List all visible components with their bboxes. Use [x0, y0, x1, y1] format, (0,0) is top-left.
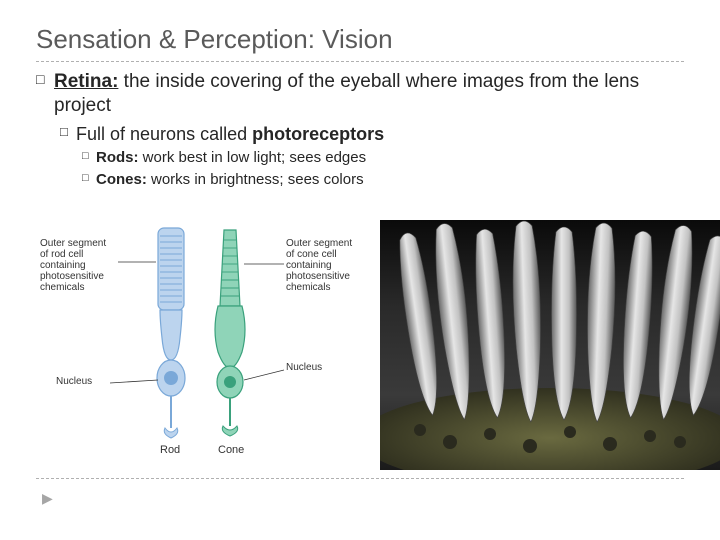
text-full-mid: of neurons called — [105, 124, 252, 144]
footer-marker-icon: ▶ — [42, 490, 53, 507]
text-rods: work best in low light; sees edges — [139, 149, 367, 166]
cone-cell-icon — [215, 230, 245, 436]
leader-lines — [110, 262, 284, 383]
term-rods: Rods: — [96, 149, 139, 166]
figure-row: Outer segmentof rod cellcontainingphotos… — [40, 220, 720, 500]
bottom-divider — [36, 478, 684, 479]
slide-title: Sensation & Perception: Vision — [36, 24, 684, 55]
title-divider — [36, 61, 684, 62]
term-photoreceptors: photoreceptors — [252, 124, 384, 144]
text-retina: the inside covering of the eyeball where… — [54, 71, 639, 116]
rod-cell-icon — [157, 228, 185, 438]
caption-rod: Rod — [160, 444, 180, 456]
text-cones: works in brightness; sees colors — [147, 171, 364, 188]
label-nucleus-left: Nucleus — [56, 376, 92, 387]
label-nucleus-right: Nucleus — [286, 362, 322, 373]
label-rod-outer: Outer segmentof rod cellcontainingphotos… — [40, 238, 118, 293]
bullet-retina: Retina: the inside covering of the eyeba… — [36, 70, 684, 119]
caption-cone: Cone — [218, 444, 244, 456]
term-full: Full — [76, 124, 105, 144]
bullet-rods: Rods: work best in low light; sees edges — [36, 148, 684, 168]
bullet-full: Full of neurons called photoreceptors — [36, 123, 684, 146]
slide-container: Sensation & Perception: Vision Retina: t… — [0, 0, 720, 540]
term-retina: Retina: — [54, 71, 118, 92]
rod-cone-diagram: Outer segmentof rod cellcontainingphotos… — [40, 220, 380, 480]
term-cones: Cones: — [96, 171, 147, 188]
sem-svg — [380, 220, 720, 470]
bullet-cones: Cones: works in brightness; sees colors — [36, 170, 684, 190]
sem-photo — [380, 220, 720, 470]
label-cone-outer: Outer segmentof cone cellcontainingphoto… — [286, 238, 372, 293]
